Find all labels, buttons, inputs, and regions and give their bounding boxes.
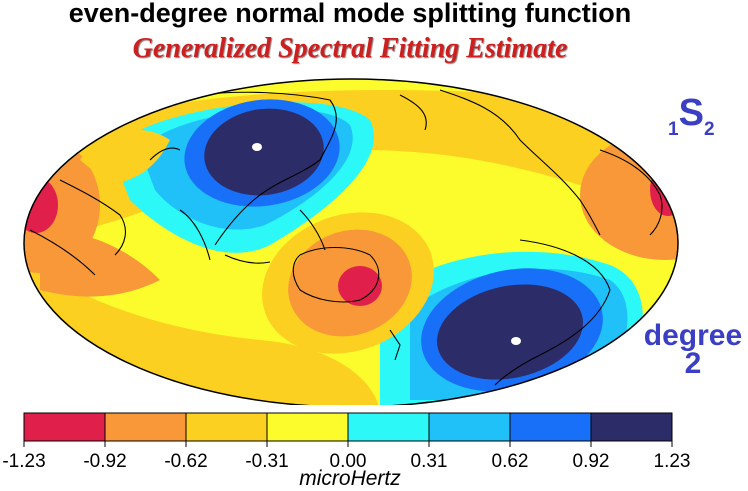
degree-label-number: 2 <box>684 347 702 380</box>
colorbar-cell <box>590 412 673 442</box>
colorbar-cell <box>104 412 187 442</box>
splitting-function-map <box>23 78 679 405</box>
colorbar-tick-label: -0.62 <box>164 451 208 472</box>
page-subtitle: Generalized Spectral Fitting Estimate <box>132 33 568 64</box>
colorbar-tick-label: -0.31 <box>245 451 289 472</box>
colorbar-cell <box>266 412 349 442</box>
degree-label-word: degree <box>643 319 743 352</box>
colorbar-tick-label: 0.62 <box>491 451 529 472</box>
colorbar-cell <box>347 412 430 442</box>
colorbar-tick-label: 0.92 <box>572 451 610 472</box>
colorbar-tick-label: 1.23 <box>653 451 691 472</box>
colorbar-tick-label: -1.23 <box>2 451 46 472</box>
page-title: even-degree normal mode splitting functi… <box>68 0 632 28</box>
colorbar-tick-label: 0.00 <box>329 451 367 472</box>
mode-type: S <box>678 92 704 134</box>
colorbar-unit: microHertz <box>299 467 401 490</box>
map-border <box>23 78 679 405</box>
mode-degree-index: 2 <box>703 119 715 140</box>
colorbar-cell <box>509 412 592 442</box>
colorbar-cell <box>185 412 268 442</box>
colorbar-cell <box>428 412 511 442</box>
colorbar-tick-label: 0.31 <box>410 451 448 472</box>
mode-overtone: 1 <box>668 119 679 140</box>
colorbar-cell <box>23 412 106 442</box>
colorbar-tick-label: -0.92 <box>83 451 127 472</box>
mode-label: 1S2 <box>668 92 715 141</box>
colorbar <box>23 412 673 447</box>
degree-label: degree 2 <box>638 319 748 380</box>
coastlines <box>29 89 663 386</box>
